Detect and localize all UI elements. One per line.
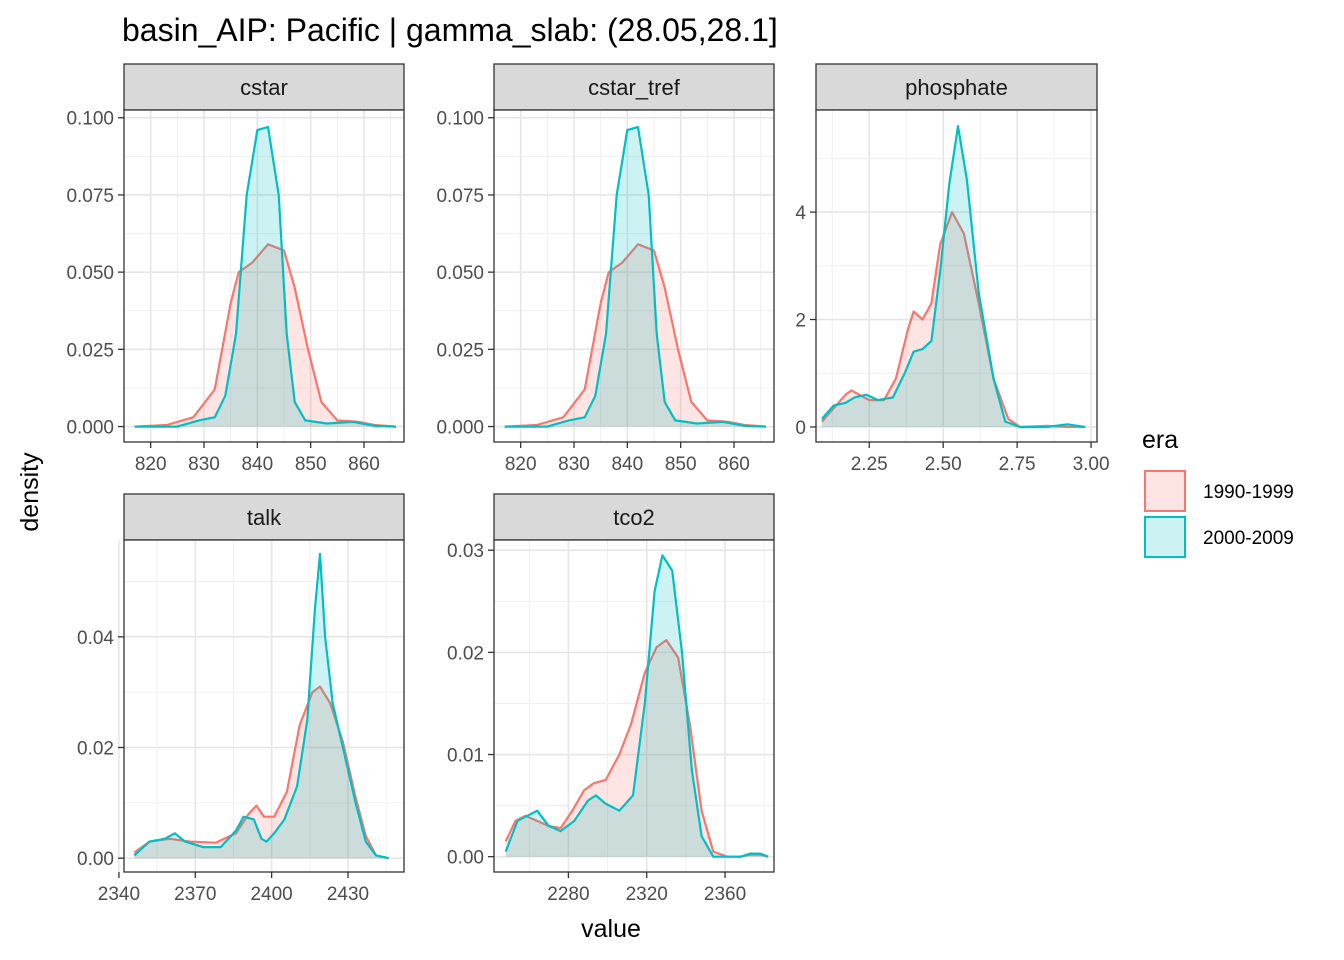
legend-label: 2000-2009 xyxy=(1203,528,1294,549)
facet-strip xyxy=(123,63,405,111)
panel-border xyxy=(815,109,1098,443)
y-tick-label: 0.000 xyxy=(436,418,484,439)
x-tick-label: 850 xyxy=(295,454,327,475)
density-line-1990-1999 xyxy=(133,685,389,860)
x-tick-label: 2.75 xyxy=(999,454,1036,475)
x-tick-label: 2280 xyxy=(547,884,589,905)
density-line-2000-2009 xyxy=(504,125,767,428)
density-line-2000-2009 xyxy=(821,125,1086,429)
density-area-2000-2009 xyxy=(505,555,769,857)
x-tick-label: 2430 xyxy=(327,884,369,905)
y-tick-label: 0.100 xyxy=(436,109,484,130)
y-tick-label: 0.100 xyxy=(66,109,114,130)
x-tick-label: 2320 xyxy=(626,884,668,905)
y-axis-title: density xyxy=(16,452,44,532)
density-area-1990-1999 xyxy=(505,640,769,857)
panel-background xyxy=(494,110,774,442)
legend-item: 2000-2009 xyxy=(1144,516,1294,558)
y-tick-label: 2 xyxy=(795,311,806,332)
x-tick-label: 830 xyxy=(558,454,590,475)
y-tick-label: 0.04 xyxy=(77,628,114,649)
y-tick-label: 0.000 xyxy=(66,418,114,439)
y-tick-label: 4 xyxy=(795,203,806,224)
x-tick-label: 2.25 xyxy=(851,454,888,475)
strip-label: cstar xyxy=(240,75,288,100)
y-tick-label: 0.02 xyxy=(447,643,484,664)
legend-title: era xyxy=(1142,426,1178,454)
x-tick-label: 2340 xyxy=(98,884,140,905)
density-area-1990-1999 xyxy=(134,244,396,427)
panel-tco2: tco2 2280 2320 2360 0.00 0.01 0.02 0.03 xyxy=(447,493,775,905)
y-tick-label: 0.050 xyxy=(436,263,484,284)
facet-strip xyxy=(815,63,1098,111)
panel-phosphate: phosphate 2.25 2.50 2.75 3.00 0 2 4 xyxy=(795,63,1110,475)
panel-background xyxy=(816,110,1097,442)
y-tick-label: 0.025 xyxy=(66,340,114,361)
y-tick-label: 0.03 xyxy=(447,541,484,562)
strip-label: cstar_tref xyxy=(588,75,681,100)
x-tick-label: 820 xyxy=(135,454,167,475)
panel-cstar_tref: cstar_tref 820 830 840 850 860 0.000 0.025 0.050… xyxy=(436,63,775,475)
x-tick-label: 2370 xyxy=(174,884,216,905)
density-area-1990-1999 xyxy=(821,212,1086,427)
density-line-2000-2009 xyxy=(133,552,389,860)
facet-strip xyxy=(493,63,775,111)
x-tick-label: 860 xyxy=(718,454,750,475)
x-tick-label: 840 xyxy=(241,454,273,475)
x-tick-label: 2.50 xyxy=(925,454,962,475)
legend-item: 1990-1999 xyxy=(1144,470,1294,512)
y-tick-label: 0.00 xyxy=(77,849,114,870)
x-tick-label: 850 xyxy=(665,454,697,475)
density-area-1990-1999 xyxy=(134,686,389,859)
density-area-1990-1999 xyxy=(504,244,766,427)
panel-border xyxy=(123,539,405,873)
legend-key xyxy=(1144,516,1186,558)
x-tick-label: 860 xyxy=(348,454,380,475)
panel-background xyxy=(124,110,404,442)
panel-border xyxy=(123,109,405,443)
legend-label: 1990-1999 xyxy=(1203,482,1294,503)
panel-border xyxy=(493,109,775,443)
x-axis-title: value xyxy=(581,915,641,943)
y-tick-label: 0.025 xyxy=(436,340,484,361)
panel-border xyxy=(493,539,775,873)
y-tick-label: 0 xyxy=(795,418,806,439)
legend: era 1990-1999 2000-2009 xyxy=(1142,426,1294,558)
y-tick-label: 0.075 xyxy=(66,186,114,207)
strip-label: phosphate xyxy=(905,75,1008,100)
density-line-2000-2009 xyxy=(134,125,397,428)
strip-label: tco2 xyxy=(613,505,655,530)
legend-key-background xyxy=(1144,470,1186,512)
x-tick-label: 840 xyxy=(611,454,643,475)
x-tick-label: 2400 xyxy=(250,884,292,905)
facet-strip xyxy=(123,493,405,541)
density-area-2000-2009 xyxy=(821,126,1086,427)
facet-strip xyxy=(493,493,775,541)
y-tick-label: 0.00 xyxy=(447,848,484,869)
density-line-1990-1999 xyxy=(821,211,1086,429)
y-tick-label: 0.075 xyxy=(436,186,484,207)
x-tick-label: 830 xyxy=(188,454,220,475)
x-tick-label: 3.00 xyxy=(1073,454,1110,475)
chart-title: basin_AIP: Pacific | gamma_slab: (28.05,… xyxy=(122,12,778,48)
strip-label: talk xyxy=(247,505,282,530)
panel-cstar: cstar 820 830 840 850 860 0.000 0.025 0.050 0.075… xyxy=(66,63,405,475)
legend-items: 1990-1999 2000-2009 xyxy=(1144,470,1294,558)
density-line-2000-2009 xyxy=(504,554,769,858)
y-tick-label: 0.01 xyxy=(447,746,484,767)
x-tick-label: 820 xyxy=(505,454,537,475)
y-tick-label: 0.02 xyxy=(77,739,114,760)
density-area-2000-2009 xyxy=(504,127,766,427)
density-area-2000-2009 xyxy=(134,553,389,859)
panel-talk: talk 2340 2370 2400 2430 0.00 0.02 0.04 xyxy=(77,493,405,905)
legend-key-background xyxy=(1144,516,1186,558)
density-area-2000-2009 xyxy=(134,127,396,427)
x-tick-label: 2360 xyxy=(704,884,746,905)
y-tick-label: 0.050 xyxy=(66,263,114,284)
legend-key xyxy=(1144,470,1186,512)
